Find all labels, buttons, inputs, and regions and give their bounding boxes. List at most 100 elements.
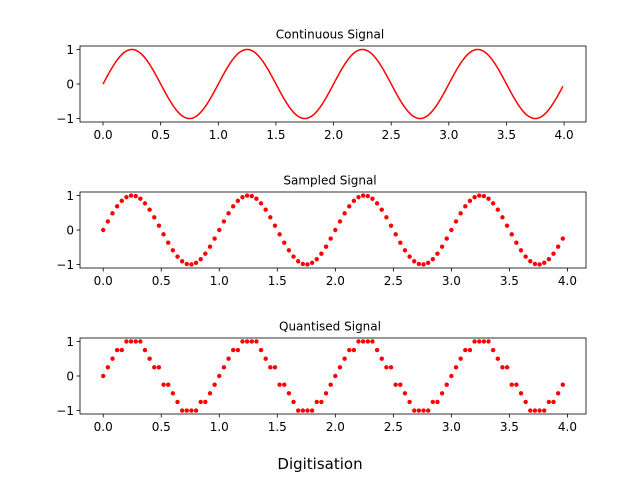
sample-point xyxy=(268,215,273,220)
sample-point xyxy=(161,232,166,237)
sample-point xyxy=(166,240,171,245)
x-tick-label: 0.5 xyxy=(151,128,170,142)
sample-point xyxy=(272,365,278,370)
quantised-signal-panel: Quantised Signal 0.0 0.5 1.0 1.5 2.0 2.5 3.0 3.… xyxy=(56,320,587,434)
sample-point xyxy=(374,201,380,206)
sample-point xyxy=(463,204,468,209)
sample-point xyxy=(189,262,194,267)
sample-point xyxy=(370,196,375,201)
sample-point xyxy=(393,232,398,237)
sample-point xyxy=(379,207,384,212)
sample-point xyxy=(254,196,259,201)
x-tick-label: 1.5 xyxy=(268,274,287,288)
sample-point xyxy=(333,373,338,379)
sample-point xyxy=(244,339,250,344)
sample-point xyxy=(333,227,338,233)
sample-point xyxy=(114,347,120,353)
sample-point xyxy=(458,356,463,361)
x-tick-label: 3.5 xyxy=(497,128,516,142)
sample-point xyxy=(161,382,166,387)
sample-point xyxy=(416,408,422,413)
sample-point xyxy=(170,248,176,253)
sample-point xyxy=(101,373,106,379)
x-tick-label: 2.5 xyxy=(382,128,401,142)
x-tick-label: 1.5 xyxy=(268,420,287,434)
sample-point xyxy=(412,259,417,264)
sample-point xyxy=(110,211,115,216)
sample-point xyxy=(105,365,111,370)
sample-point xyxy=(142,201,148,206)
sample-point xyxy=(319,251,324,256)
sample-point xyxy=(119,198,124,204)
sample-point xyxy=(291,254,296,259)
sample-point xyxy=(133,339,138,344)
x-tick-label: 2.5 xyxy=(384,420,403,434)
sample-point xyxy=(337,365,343,370)
sample-point xyxy=(393,382,398,387)
x-tick-label: 4.0 xyxy=(558,274,577,288)
sample-point xyxy=(495,356,500,361)
sample-point xyxy=(472,339,477,344)
x-tick-label: 0.5 xyxy=(152,420,171,434)
sample-point xyxy=(272,223,278,228)
sample-point xyxy=(138,196,143,201)
sample-point xyxy=(221,365,227,370)
sample-point xyxy=(258,201,264,206)
sample-point xyxy=(314,399,319,405)
sample-point xyxy=(444,236,449,241)
sample-point xyxy=(105,219,111,224)
sample-point xyxy=(449,227,454,233)
sample-point xyxy=(467,198,473,204)
sample-point xyxy=(309,408,315,413)
x-tick-label: 1.0 xyxy=(210,274,229,288)
sample-point xyxy=(365,193,371,199)
x-tick-label: 2.0 xyxy=(326,274,345,288)
x-tick-label: 3.0 xyxy=(439,128,458,142)
sample-point xyxy=(500,365,505,370)
sample-point xyxy=(147,356,152,361)
sample-point xyxy=(110,356,115,361)
sample-point xyxy=(309,260,315,266)
sample-point xyxy=(486,339,491,344)
sample-point xyxy=(212,236,217,241)
sample-point xyxy=(207,391,213,396)
y-tick-label: 0 xyxy=(66,77,74,91)
x-tick-label: 3.0 xyxy=(442,274,461,288)
sample-point xyxy=(342,356,347,361)
continuous-signal-panel: Continuous Signal 0.0 0.5 1.0 1.5 2.0 2.5 3.0 3… xyxy=(56,28,587,142)
sample-point xyxy=(282,240,287,245)
sample-point xyxy=(230,204,236,209)
sample-point xyxy=(490,347,496,353)
sample-point xyxy=(207,244,213,249)
y-tick-label: 1 xyxy=(66,43,74,57)
sample-point xyxy=(495,207,500,212)
sample-point xyxy=(514,382,519,387)
sample-point xyxy=(356,339,361,344)
sample-point xyxy=(128,193,134,198)
sample-point xyxy=(430,399,436,405)
sample-point xyxy=(384,215,389,220)
sample-point xyxy=(203,399,208,405)
x-tick-label: 4.0 xyxy=(555,128,574,142)
sample-point xyxy=(425,260,431,266)
sample-point xyxy=(184,261,189,267)
sample-point xyxy=(142,347,148,353)
sample-point xyxy=(323,244,329,249)
x-tick-label: 0.0 xyxy=(94,420,113,434)
sample-point xyxy=(328,236,333,241)
sample-point xyxy=(458,211,463,216)
sample-point xyxy=(282,382,287,387)
sample-point xyxy=(119,347,124,353)
sample-point xyxy=(402,391,408,396)
sample-point xyxy=(277,382,282,387)
sample-point xyxy=(286,248,292,253)
x-tick-label: 1.0 xyxy=(210,420,229,434)
sample-point xyxy=(347,347,352,353)
sample-point xyxy=(244,193,250,198)
y-tick-label: −1 xyxy=(56,258,74,272)
y-tick-label: −1 xyxy=(56,404,74,418)
x-tick-label: 2.0 xyxy=(324,128,343,142)
sample-point xyxy=(360,339,366,344)
x-tick-label: 4.0 xyxy=(558,420,577,434)
